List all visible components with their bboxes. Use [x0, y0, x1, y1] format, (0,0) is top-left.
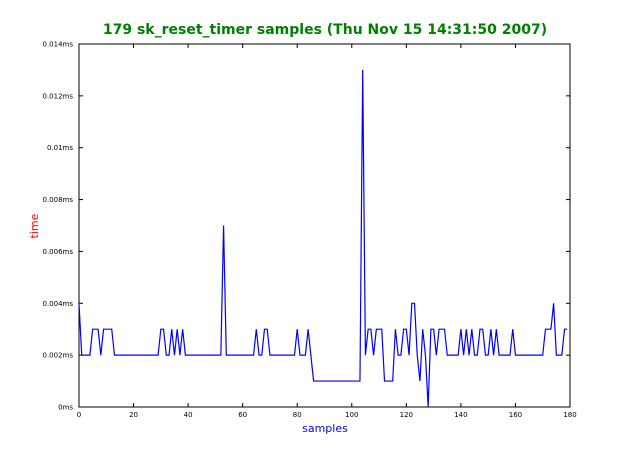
x-tick-label: 180 — [563, 411, 576, 419]
y-tick-label: 0.006ms — [42, 248, 73, 256]
x-tick-label: 120 — [400, 411, 413, 419]
x-axis-ticks: 0 20 40 60 80 100 120 140 160 180 — [77, 44, 577, 419]
series-line — [78, 69, 568, 408]
y-tick-label: 0.008ms — [42, 196, 73, 204]
x-tick-label: 100 — [345, 411, 358, 419]
x-tick-label: 80 — [293, 411, 302, 419]
x-tick-label: 20 — [129, 411, 138, 419]
x-tick-label: 40 — [184, 411, 193, 419]
chart-title: 179 sk_reset_timer samples (Thu Nov 15 1… — [103, 22, 547, 38]
x-tick-label: 0 — [77, 411, 81, 419]
plot-area — [78, 43, 571, 408]
y-tick-label: 0.012ms — [42, 92, 73, 100]
x-axis-label: samples — [302, 422, 348, 435]
y-axis-label: time — [28, 213, 41, 238]
y-tick-label: 0.01ms — [47, 144, 73, 152]
x-tick-label: 60 — [238, 411, 247, 419]
x-tick-label: 140 — [454, 411, 467, 419]
y-tick-label: 0.014ms — [42, 41, 73, 49]
y-tick-label: 0.004ms — [42, 300, 73, 308]
y-tick-label: 0ms — [58, 404, 73, 412]
x-tick-label: 160 — [509, 411, 522, 419]
y-tick-label: 0.002ms — [42, 352, 73, 360]
y-axis-ticks: 0ms 0.002ms 0.004ms 0.006ms 0.008ms 0.01ms 0.0… — [42, 41, 570, 412]
